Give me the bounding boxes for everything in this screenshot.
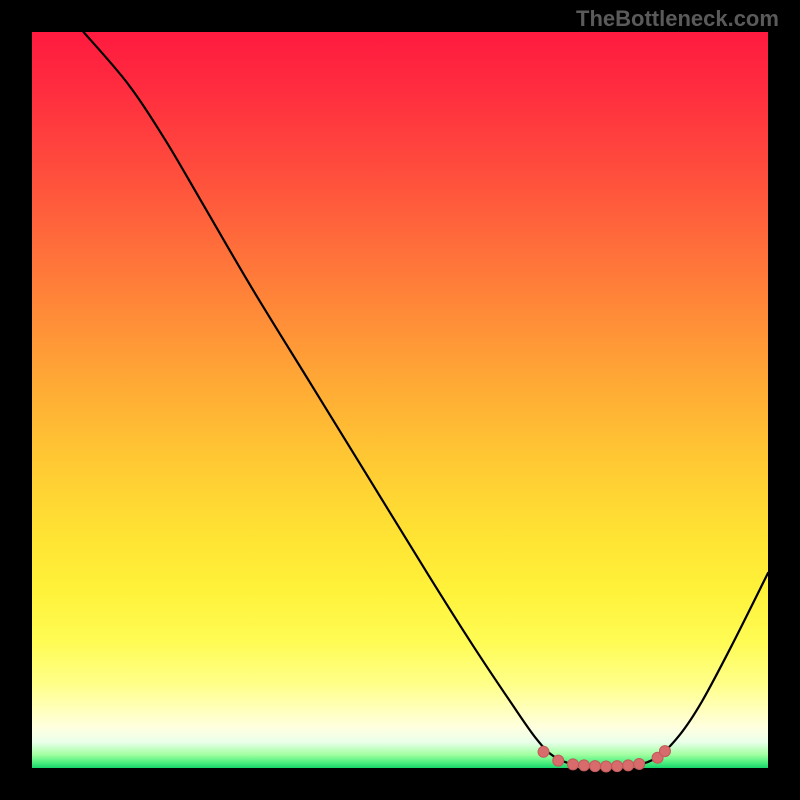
optimal-marker xyxy=(567,759,578,770)
optimal-marker xyxy=(538,746,549,757)
optimal-marker xyxy=(590,761,601,772)
chart-container: { "watermark": { "text": "TheBottleneck.… xyxy=(0,0,800,800)
optimal-marker xyxy=(634,758,645,769)
optimal-marker xyxy=(579,760,590,771)
bottleneck-chart xyxy=(0,0,800,800)
optimal-marker xyxy=(612,761,623,772)
chart-background xyxy=(32,32,768,768)
optimal-marker xyxy=(553,755,564,766)
optimal-marker xyxy=(601,761,612,772)
optimal-marker xyxy=(659,746,670,757)
optimal-marker xyxy=(623,760,634,771)
watermark-text: TheBottleneck.com xyxy=(576,6,779,32)
